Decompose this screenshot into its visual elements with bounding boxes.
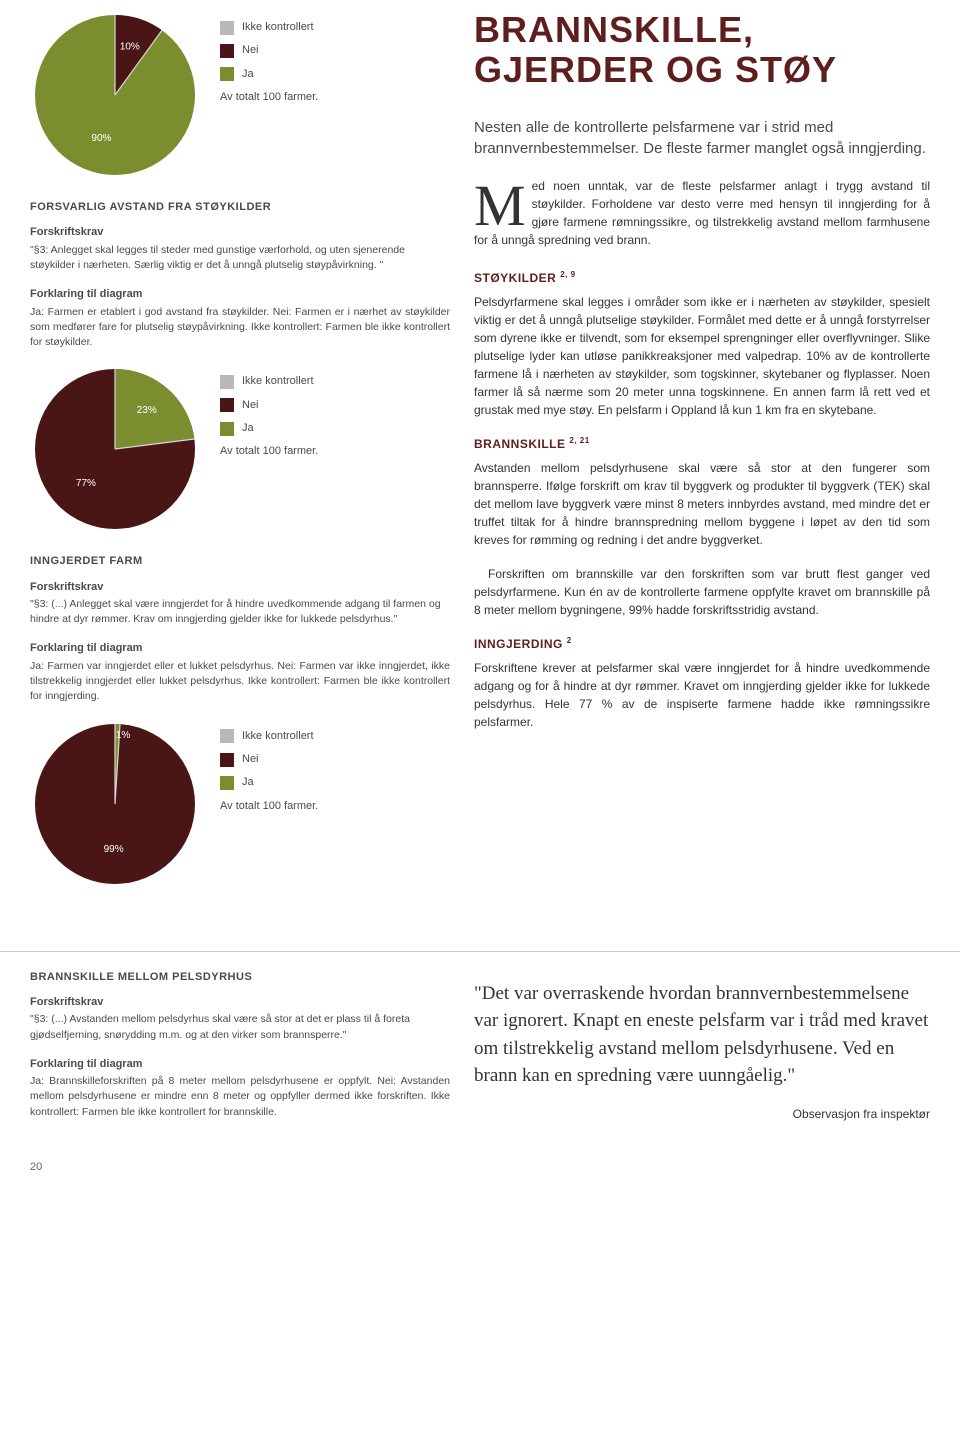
legend-label: Ikke kontrollert — [242, 729, 314, 744]
swatch-green — [220, 776, 234, 790]
legend-3: Ikke kontrollert Nei Ja Av totalt 100 fa… — [220, 719, 318, 815]
body-brannskille-1: Avstanden mellom pelsdyrhusene skal være… — [474, 459, 930, 549]
legend-item-ikke-kontrollert: Ikke kontrollert — [220, 729, 318, 744]
title-text: BRANNSKILLE — [474, 437, 566, 451]
bottom-right: "Det var overraskende hvordan brannvernb… — [474, 970, 930, 1134]
section-title-inngjerding-right: INNGJERDING 2 — [474, 635, 930, 653]
title-text: INNGJERDING — [474, 637, 563, 651]
pie-chart-2: 23% 77% — [30, 364, 200, 534]
page-title: BRANNSKILLE, GJERDER OG STØY — [474, 10, 930, 89]
chart-stoykilder: 10% 90% Ikke kontrollert Nei Ja Av totalt… — [30, 10, 450, 180]
section-title-inngjerdet: INNGJERDET FARM — [30, 554, 450, 569]
swatch-grey — [220, 21, 234, 35]
svg-text:10%: 10% — [120, 41, 140, 52]
forklaring-heading: Forklaring til diagram — [30, 641, 450, 656]
reference-marker: 2, 21 — [569, 436, 589, 445]
bottom-left: BRANNSKILLE MELLOM PELSDYRHUS Forskrifts… — [30, 970, 450, 1134]
legend-label: Ja — [242, 775, 254, 790]
left-column: 10% 90% Ikke kontrollert Nei Ja Av totalt… — [30, 10, 450, 909]
dropcap-body: ed noen unntak, var de fleste pelsfarmer… — [474, 179, 930, 247]
section-title-stoykilder: FORSVARLIG AVSTAND FRA STØYKILDER — [30, 200, 450, 215]
horizontal-divider — [0, 951, 960, 952]
legend-label: Nei — [242, 398, 259, 413]
svg-text:90%: 90% — [91, 133, 111, 144]
pull-quote: "Det var overraskende hvordan brannvernb… — [474, 980, 930, 1090]
legend-label: Nei — [242, 752, 259, 767]
legend-label: Ja — [242, 421, 254, 436]
forskrift-heading: Forskriftskrav — [30, 995, 450, 1010]
legend-caption: Av totalt 100 farmer. — [220, 799, 318, 814]
legend-item-nei: Nei — [220, 43, 318, 58]
page-number: 20 — [0, 1154, 960, 1189]
swatch-dark — [220, 398, 234, 412]
chart-brannskille: 1% 99% Ikke kontrollert Nei Ja Av totalt … — [30, 719, 450, 889]
svg-text:23%: 23% — [137, 405, 157, 416]
legend-caption: Av totalt 100 farmer. — [220, 90, 318, 105]
chart-inngjerdet: 23% 77% Ikke kontrollert Nei Ja Av totalt… — [30, 364, 450, 534]
intro-text: Nesten alle de kontrollerte pelsfarmene … — [474, 117, 930, 159]
svg-text:1%: 1% — [116, 730, 131, 741]
legend-2: Ikke kontrollert Nei Ja Av totalt 100 fa… — [220, 364, 318, 460]
legend-label: Ja — [242, 67, 254, 82]
forskrift-heading: Forskriftskrav — [30, 580, 450, 595]
legend-item-ikke-kontrollert: Ikke kontrollert — [220, 20, 318, 35]
dropcap-paragraph: M ed noen unntak, var de fleste pelsfarm… — [474, 177, 930, 249]
dropcap-letter: M — [474, 177, 532, 230]
legend-item-nei: Nei — [220, 752, 318, 767]
reference-marker: 2 — [567, 636, 572, 645]
legend-item-ja: Ja — [220, 421, 318, 436]
legend-label: Nei — [242, 43, 259, 58]
forskrift-heading: Forskriftskrav — [30, 225, 450, 240]
body-inngjerding: Forskriftene krever at pelsfarmer skal v… — [474, 659, 930, 731]
forskrift-text: "§3: Anlegget skal legges til steder med… — [30, 243, 450, 273]
title-text: STØYKILDER — [474, 271, 556, 285]
quote-attribution: Observasjon fra inspektør — [474, 1106, 930, 1123]
svg-text:77%: 77% — [76, 478, 96, 489]
legend-caption: Av totalt 100 farmer. — [220, 444, 318, 459]
pie-chart-1: 10% 90% — [30, 10, 200, 180]
swatch-green — [220, 422, 234, 436]
forklaring-heading: Forklaring til diagram — [30, 1057, 450, 1072]
legend-item-ja: Ja — [220, 67, 318, 82]
section-title-stoykilder-right: STØYKILDER 2, 9 — [474, 269, 930, 287]
swatch-dark — [220, 753, 234, 767]
swatch-grey — [220, 729, 234, 743]
section-title-brannskille-right: BRANNSKILLE 2, 21 — [474, 435, 930, 453]
forskrift-text: "§3: (...) Avstanden mellom pelsdyrhus s… — [30, 1012, 450, 1042]
reference-marker: 2, 9 — [560, 270, 575, 279]
legend-1: Ikke kontrollert Nei Ja Av totalt 100 fa… — [220, 10, 318, 106]
body-stoykilder: Pelsdyrfarmene skal legges i områder som… — [474, 293, 930, 419]
legend-item-nei: Nei — [220, 398, 318, 413]
legend-label: Ikke kontrollert — [242, 20, 314, 35]
forskrift-text: "§3: (...) Anlegget skal være inngjerdet… — [30, 597, 450, 627]
body-brannskille-2: Forskriften om brannskille var den forsk… — [474, 565, 930, 619]
legend-label: Ikke kontrollert — [242, 374, 314, 389]
swatch-green — [220, 67, 234, 81]
section-title-brannskille: BRANNSKILLE MELLOM PELSDYRHUS — [30, 970, 450, 985]
swatch-grey — [220, 375, 234, 389]
forklaring-heading: Forklaring til diagram — [30, 287, 450, 302]
swatch-dark — [220, 44, 234, 58]
forklaring-text: Ja: Farmen er etablert i god avstand fra… — [30, 305, 450, 351]
forklaring-text: Ja: Farmen var inngjerdet eller et lukke… — [30, 659, 450, 705]
svg-text:99%: 99% — [104, 844, 124, 855]
right-column: BRANNSKILLE, GJERDER OG STØY Nesten alle… — [474, 10, 930, 909]
legend-item-ikke-kontrollert: Ikke kontrollert — [220, 374, 318, 389]
pie-chart-3: 1% 99% — [30, 719, 200, 889]
legend-item-ja: Ja — [220, 775, 318, 790]
forklaring-text: Ja: Brannskilleforskriften på 8 meter me… — [30, 1074, 450, 1120]
